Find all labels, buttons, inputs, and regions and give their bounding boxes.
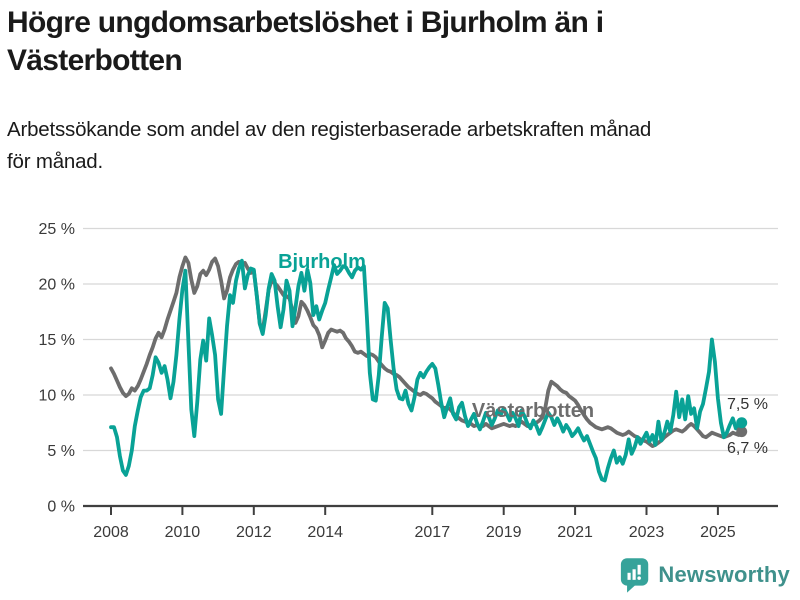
y-tick-label: 20 % — [39, 277, 75, 294]
x-tick-label: 2014 — [307, 524, 343, 541]
page-subtitle-line1: Arbetssökande som andel av den registerb… — [7, 118, 652, 141]
y-tick-label: 5 % — [47, 443, 75, 460]
newsworthy-bars-icon — [621, 558, 649, 593]
page-title-line2: Västerbotten — [7, 44, 183, 77]
bjurholm-series-label: Bjurholm — [278, 251, 366, 273]
newsworthy-logo[interactable]: Newsworthy — [620, 557, 790, 593]
bjurholm-line — [109, 258, 744, 483]
västerbotten-end-dot — [736, 426, 748, 438]
y-tick-label: 15 % — [39, 332, 75, 349]
x-tick-label: 2021 — [557, 524, 593, 541]
page-title: Högre ungdomsarbetslöshet i Bjurholm än … — [7, 4, 604, 80]
x-tick-label: 2012 — [236, 524, 272, 541]
bjurholm-end-value: 7,5 % — [727, 396, 768, 413]
newsworthy-wordmark: Newsworthy — [658, 562, 790, 587]
page-title-line1: Högre ungdomsarbetslöshet i Bjurholm än … — [7, 6, 604, 39]
x-tick-label: 2019 — [486, 524, 522, 541]
y-tick-label: 25 % — [39, 221, 75, 238]
y-tick-label: 10 % — [39, 388, 75, 405]
vasterbotten-end-value: 6,7 % — [727, 440, 768, 457]
vasterbotten-series-label: Västerbotten — [472, 400, 594, 422]
page-subtitle: Arbetssökande som andel av den registerb… — [7, 114, 651, 178]
x-tick-label: 2017 — [415, 524, 451, 541]
bjurholm-end-dot — [736, 417, 748, 429]
x-tick-label: 2010 — [165, 524, 201, 541]
page-subtitle-line2: för månad. — [7, 150, 103, 173]
y-tick-label: 0 % — [47, 499, 75, 516]
x-tick-label: 2023 — [629, 524, 665, 541]
x-tick-label: 2008 — [93, 524, 129, 541]
x-tick-label: 2025 — [700, 524, 736, 541]
